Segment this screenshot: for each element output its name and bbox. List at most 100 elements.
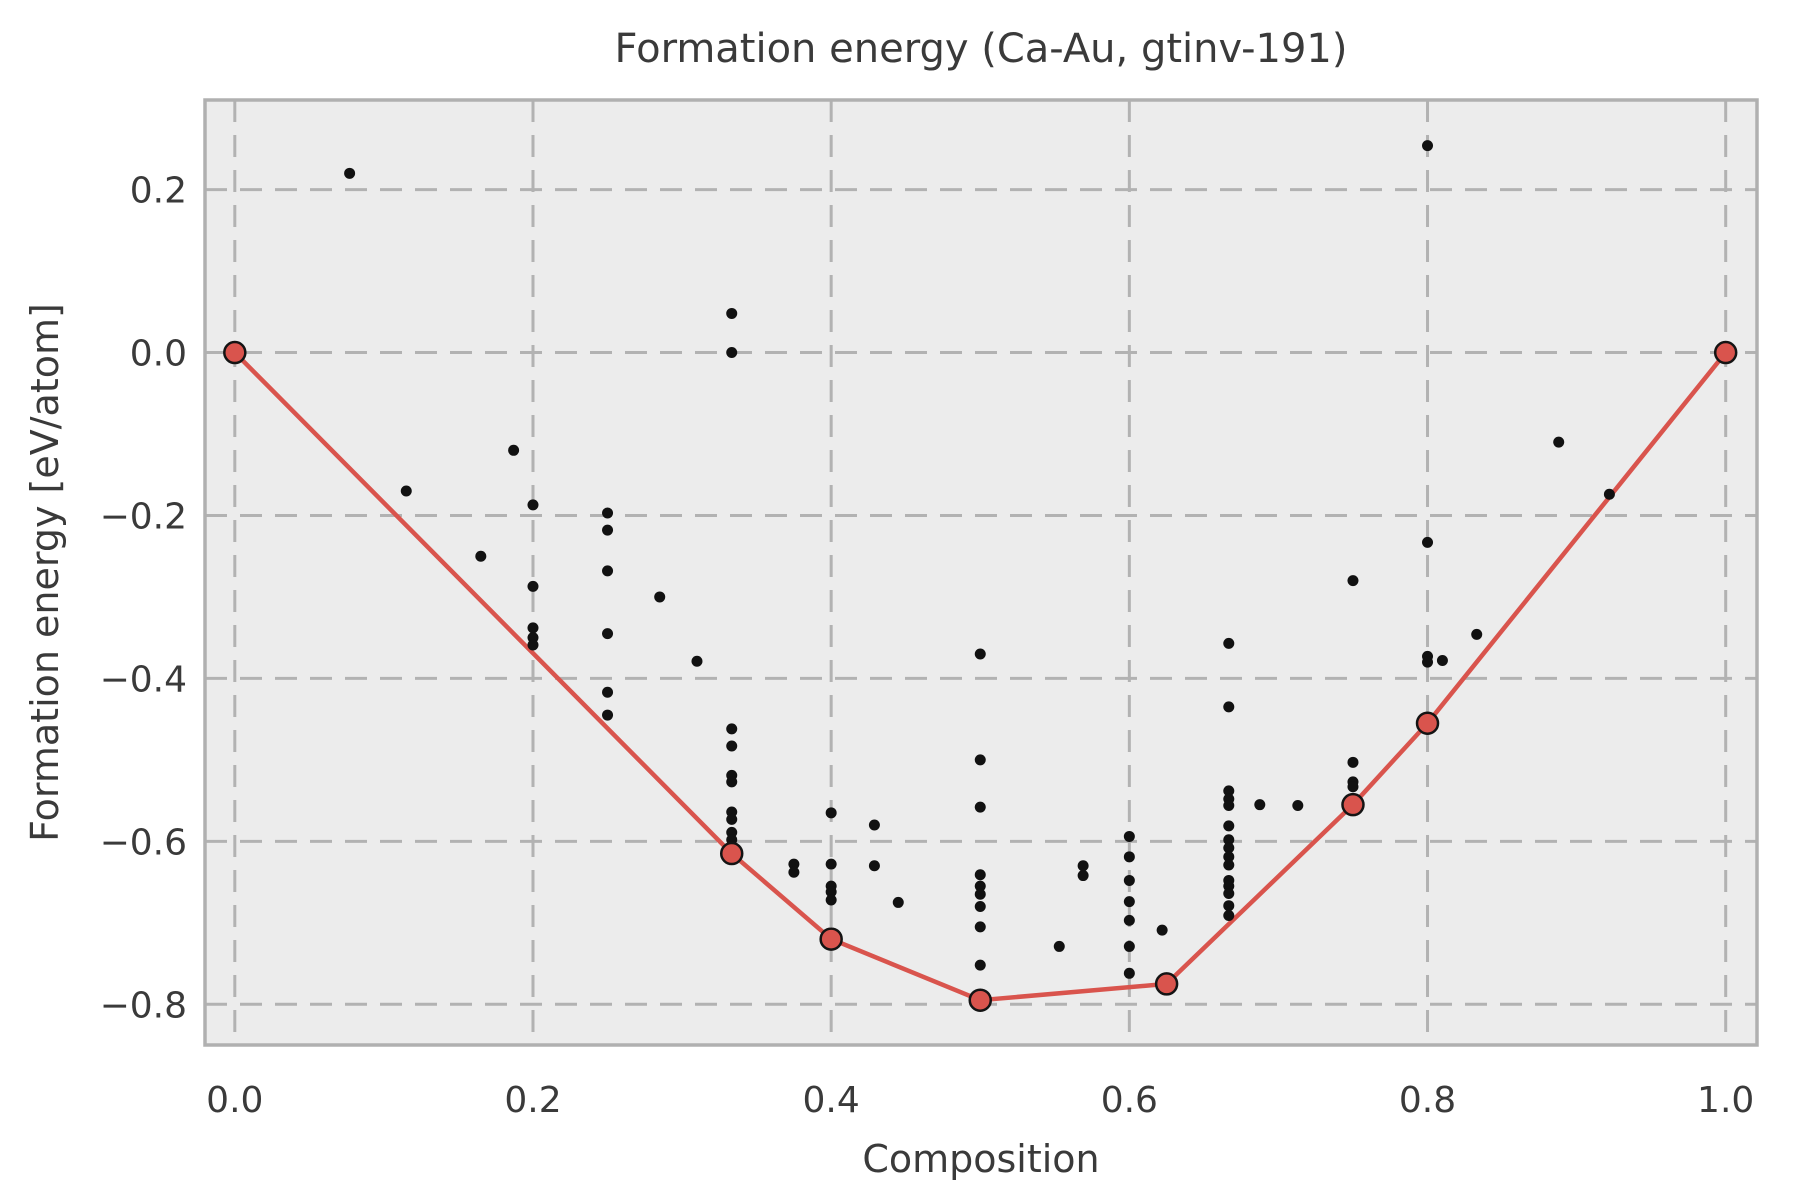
x-tick-label: 0.2 xyxy=(504,1080,561,1121)
scatter-point xyxy=(825,894,837,906)
hull-vertex-marker xyxy=(819,927,843,951)
scatter-point xyxy=(1077,860,1089,872)
scatter-point xyxy=(1223,820,1235,832)
scatter-point xyxy=(726,723,738,735)
scatter-point xyxy=(1422,656,1434,668)
scatter-point xyxy=(1223,909,1235,921)
hull-vertex-marker xyxy=(1415,711,1440,735)
scatter-point xyxy=(527,580,539,592)
scatter-point xyxy=(974,869,986,881)
scatter-point xyxy=(974,959,986,971)
scatter-point xyxy=(344,167,356,179)
hull-vertex-marker xyxy=(1341,792,1365,817)
scatter-point xyxy=(400,485,412,497)
chart-title: Formation energy (Ca-Au, gtinv-191) xyxy=(615,26,1348,72)
scatter-point xyxy=(1223,851,1235,863)
hull-vertex-marker xyxy=(968,988,993,1012)
scatter-point xyxy=(602,686,614,698)
scatter-point xyxy=(726,347,738,359)
scatter-point xyxy=(1347,575,1359,587)
scatter-point xyxy=(527,622,539,634)
scatter-point xyxy=(1422,140,1434,152)
scatter-point xyxy=(1123,940,1135,952)
scatter-point xyxy=(691,655,703,667)
scatter-point xyxy=(825,807,837,819)
scatter-point xyxy=(868,819,880,831)
scatter-point xyxy=(602,507,614,519)
scatter-point xyxy=(788,866,800,878)
y-tick-label: −0.2 xyxy=(100,496,187,537)
scatter-point xyxy=(1053,940,1065,952)
axes-border xyxy=(203,98,1759,1047)
scatter-point xyxy=(602,628,614,640)
scatter-point xyxy=(1347,756,1359,768)
hull-vertex-marker xyxy=(1154,972,1179,996)
scatter-point xyxy=(868,860,880,872)
scatter-point xyxy=(1123,830,1135,842)
scatter-point xyxy=(527,499,539,511)
scatter-point xyxy=(1254,799,1266,811)
scatter-point xyxy=(1223,834,1235,846)
x-tick-label: 0.8 xyxy=(1399,1080,1456,1121)
scatter-point xyxy=(1223,637,1235,649)
scatter-point xyxy=(825,858,837,870)
scatter-point xyxy=(1347,781,1359,793)
x-tick-label: 0.6 xyxy=(1101,1080,1158,1121)
scatter-point xyxy=(602,709,614,721)
scatter-point xyxy=(1123,896,1135,908)
scatter-point xyxy=(892,896,904,908)
scatter-point xyxy=(788,858,800,870)
scatter-point xyxy=(726,776,738,788)
scatter-point xyxy=(726,740,738,752)
scatter-point xyxy=(1156,924,1168,936)
scatter-point xyxy=(974,921,986,933)
x-tick-label: 1.0 xyxy=(1697,1080,1754,1121)
scatter-point xyxy=(1471,628,1483,640)
y-axis-label: Formation energy [eV/atom] xyxy=(23,303,67,842)
hull-vertex-marker xyxy=(223,340,247,365)
y-tick-label: −0.8 xyxy=(100,985,187,1026)
scatter-point xyxy=(602,524,614,536)
scatter-point xyxy=(1292,799,1304,811)
scatter-point xyxy=(1422,536,1434,548)
scatter-point xyxy=(974,754,986,766)
scatter-point xyxy=(974,801,986,813)
scatter-point xyxy=(1223,785,1235,797)
scatter-point xyxy=(1123,851,1135,863)
x-tick-label: 0.0 xyxy=(206,1080,263,1121)
scatter-point xyxy=(1553,436,1565,448)
scatter-point xyxy=(1223,887,1235,899)
scatter-point xyxy=(726,813,738,825)
hull-vertex-marker xyxy=(1713,340,1738,365)
scatter-point xyxy=(1603,488,1615,500)
x-tick-label: 0.4 xyxy=(803,1080,860,1121)
y-tick-label: −0.4 xyxy=(100,659,187,700)
scatter-point xyxy=(508,444,520,456)
scatter-point xyxy=(1223,900,1235,912)
scatter-point xyxy=(974,880,986,892)
scatter-point xyxy=(974,888,986,900)
scatter-point xyxy=(1223,842,1235,854)
y-tick-label: −0.6 xyxy=(100,822,187,863)
scatter-point xyxy=(654,591,666,603)
convex-hull-line xyxy=(232,350,1728,1003)
scatter-point xyxy=(1223,859,1235,871)
hull-vertex-marker xyxy=(719,841,744,866)
scatter-point xyxy=(974,648,986,660)
scatter-point xyxy=(527,639,539,651)
scatter-point xyxy=(1123,874,1135,886)
scatter-point xyxy=(1123,967,1135,979)
scatter-point xyxy=(1223,799,1235,811)
scatter-point xyxy=(726,307,738,319)
scatter-point xyxy=(475,550,487,562)
scatter-point xyxy=(1077,870,1089,882)
scatter-point xyxy=(1223,701,1235,713)
scatter-point xyxy=(1123,914,1135,926)
scatter-point xyxy=(602,565,614,577)
y-tick-label: 0.2 xyxy=(130,171,187,212)
scatter-point xyxy=(1436,654,1448,666)
scatter-point xyxy=(974,901,986,913)
x-axis-label: Composition xyxy=(862,1137,1099,1181)
